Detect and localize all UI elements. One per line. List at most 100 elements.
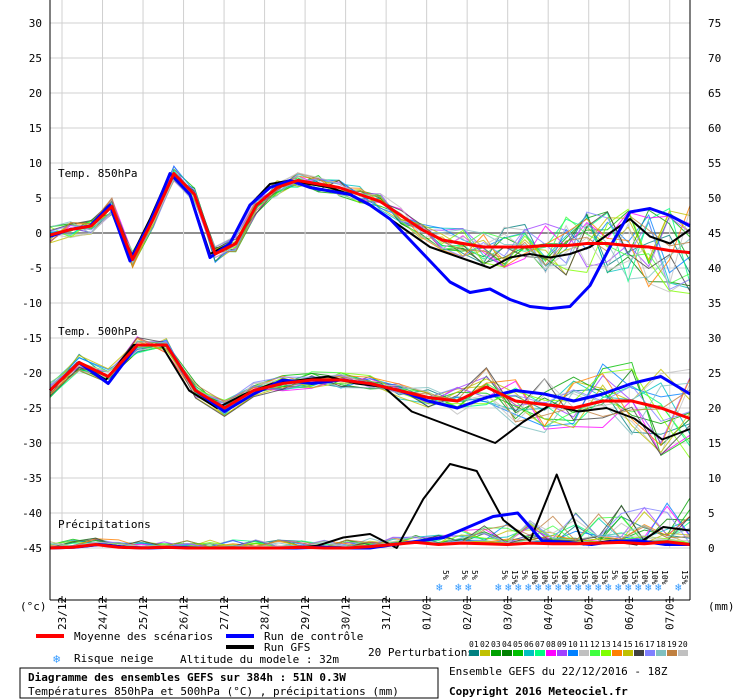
y-tick-left: 30	[29, 17, 42, 30]
footer-title: Diagramme des ensembles GEFS sur 384h : …	[28, 671, 346, 684]
footer-copyright: Copyright 2016 Meteociel.fr	[449, 685, 628, 698]
left-unit: (°c)	[20, 600, 47, 613]
perturbation-line	[49, 179, 691, 262]
y-tick-right: 30	[708, 332, 721, 345]
perturbation-id: 11	[579, 640, 589, 649]
perturbation-id: 09	[557, 640, 567, 649]
snow-risk-value: 10%	[620, 570, 629, 585]
perturbation-swatch	[513, 650, 523, 656]
x-axis-labels: 23/12 24/12 25/12 26/12 27/12 28/12 29/12 30/12…	[56, 597, 677, 630]
y-tick-left: 5	[35, 192, 42, 205]
perturbation-line	[49, 165, 691, 274]
series-line-precip	[49, 540, 691, 550]
snowflake-icon: ❄	[595, 581, 602, 594]
perturbation-id: 20	[678, 640, 688, 649]
perturbation-id: 07	[535, 640, 545, 649]
legend-gfs: Run GFS	[264, 641, 310, 654]
perturbation-swatch	[469, 650, 479, 656]
snow-risk-value: 10%	[560, 570, 569, 585]
legend-snow: Risque neige	[74, 652, 153, 665]
legend-swatch-gfs	[226, 645, 254, 649]
perturbation-swatch	[656, 650, 666, 656]
snow-risk-value: 5%	[441, 570, 450, 580]
snowflake-icon: ❄	[655, 581, 662, 594]
y-tick-right: 15	[708, 437, 721, 450]
snow-risk-value: 10%	[570, 570, 579, 585]
y-tick-left: -10	[22, 297, 42, 310]
series-line-t850	[49, 172, 691, 311]
snowflake-icon: ❄	[545, 581, 552, 594]
x-tick-label: 25/12	[137, 597, 150, 630]
y-tick-left: -35	[22, 472, 42, 485]
y-tick-left: 0	[35, 227, 42, 240]
y-tick-left: 15	[29, 122, 42, 135]
snow-risk-value: 10%	[640, 570, 649, 585]
legend-swatch-control	[226, 634, 254, 638]
y-tick-right: 65	[708, 87, 721, 100]
y-tick-right: 35	[708, 297, 721, 310]
perturbation-line	[49, 337, 691, 447]
y-tick-right: 70	[708, 52, 721, 65]
perturbation-swatch	[645, 650, 655, 656]
perturbation-id: 19	[667, 640, 677, 649]
legend-swatch-mean	[36, 634, 64, 638]
perturbation-id: 01	[469, 640, 479, 649]
grid	[50, 0, 690, 549]
panel-label-t850: Temp. 850hPa	[58, 167, 137, 180]
panel-label-precip: Précipitations	[58, 518, 151, 531]
perturbation-id: 06	[524, 640, 534, 649]
perturbation-swatches: 01 02 03 04 05 06 07 08 09 10 11 12 13 14 15 16 17 18 19 20	[469, 640, 688, 656]
x-tick-label: 31/12	[380, 597, 393, 630]
snowflake-icon: ❄	[615, 581, 622, 594]
x-tick-label: 24/12	[97, 597, 110, 630]
snow-risk-value: 15%	[630, 570, 639, 585]
y-tick-right: 5	[708, 507, 715, 520]
y-tick-left: -15	[22, 332, 42, 345]
y-tick-right: 55	[708, 157, 721, 170]
series-line-t500	[49, 344, 691, 444]
perturbation-swatch	[590, 650, 600, 656]
x-tick-label: 01/01	[421, 597, 434, 630]
snow-risk-value: 15%	[510, 570, 519, 585]
y-tick-left: -20	[22, 367, 42, 380]
x-tick-label: 04/01	[542, 597, 555, 630]
x-tick-label: 23/12	[56, 597, 69, 630]
perturbation-swatch	[480, 650, 490, 656]
x-tick-label: 30/12	[340, 597, 353, 630]
perturbation-id: 03	[491, 640, 501, 649]
y-tick-left: -25	[22, 402, 42, 415]
snowflake-icon: ❄	[605, 581, 612, 594]
y-tick-right: 60	[708, 122, 721, 135]
footer-box	[19, 667, 439, 699]
legend: Moyenne des scénarios Run de contrôle Ru…	[36, 630, 688, 666]
snow-risk-value: 5%	[470, 570, 479, 580]
perturbation-id: 12	[590, 640, 600, 649]
snowflake-icon: ❄	[575, 581, 582, 594]
x-tick-label: 06/01	[623, 597, 636, 630]
y-tick-left: -40	[22, 507, 42, 520]
perturbation-swatch	[634, 650, 644, 656]
y-tick-right: 0	[708, 542, 715, 555]
perturbation-id: 13	[601, 640, 611, 649]
perturbation-swatch	[535, 650, 545, 656]
snow-risk-value: 10%	[650, 570, 659, 585]
snowflake-icon: ❄	[635, 581, 642, 594]
x-tick-label: 05/01	[583, 597, 596, 630]
snow-risk-value: 5%	[500, 570, 509, 580]
perturbation-line	[49, 164, 691, 269]
perturbation-swatch	[546, 650, 556, 656]
perturbation-line	[49, 523, 691, 549]
perturbation-swatch	[557, 650, 567, 656]
snow-risk-value: 10%	[590, 570, 599, 585]
series-line-t500	[48, 343, 691, 420]
y-tick-left: 10	[29, 157, 42, 170]
legend-control: Run de contrôle	[264, 630, 363, 643]
legend-perturbations: 20 Perturbations	[368, 646, 474, 659]
legend-altitude: Altitude du modele : 32m	[180, 653, 339, 666]
x-tick-label: 28/12	[259, 597, 272, 630]
perturbation-swatch	[612, 650, 622, 656]
snowflake-icon: ❄	[505, 581, 512, 594]
perturbation-id: 17	[645, 640, 655, 649]
snow-risk-value: 5%	[460, 570, 469, 580]
x-tick-label: 02/01	[461, 597, 474, 630]
